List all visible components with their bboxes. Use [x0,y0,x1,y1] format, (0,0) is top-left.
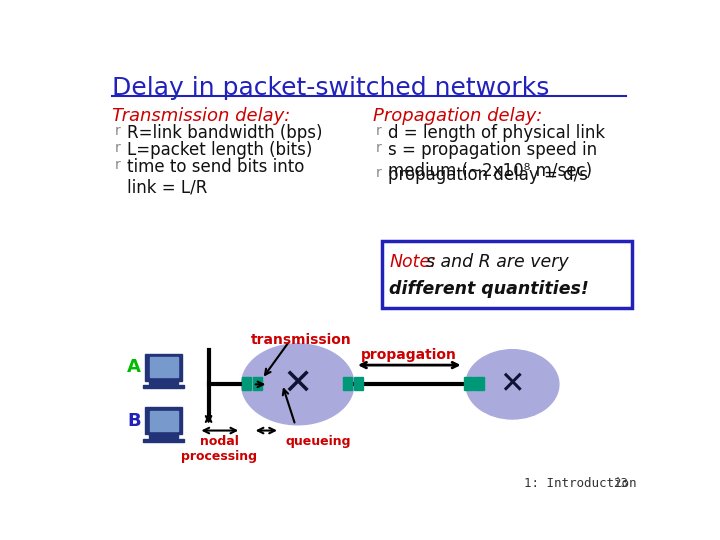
Bar [143,439,184,442]
Text: propagation delay = d/s: propagation delay = d/s [388,166,588,184]
Text: Delay in packet-switched networks: Delay in packet-switched networks [112,76,549,100]
Text: A: A [127,357,141,376]
Text: R=link bandwidth (bps): R=link bandwidth (bps) [127,124,323,142]
Bar [149,434,179,438]
FancyBboxPatch shape [382,241,631,308]
Text: Propagation delay:: Propagation delay: [373,107,542,125]
Bar [464,377,473,390]
Text: r: r [376,166,382,180]
Text: 23: 23 [613,477,629,490]
Text: ✕: ✕ [500,370,525,399]
Text: r: r [114,124,120,138]
Text: L=packet length (bits): L=packet length (bits) [127,141,312,159]
Text: Note:: Note: [389,253,436,271]
Bar [145,408,182,434]
Bar [474,377,484,390]
Ellipse shape [466,350,559,419]
Bar [143,385,184,388]
Text: r: r [114,141,120,155]
Bar [145,354,182,381]
Text: ✕: ✕ [282,367,312,401]
Ellipse shape [241,344,354,425]
Text: Transmission delay:: Transmission delay: [112,107,290,125]
Bar [343,377,352,390]
Bar [354,377,363,390]
Text: time to send bits into
link = L/R: time to send bits into link = L/R [127,158,305,197]
Text: s = propagation speed in
medium (~2x10⁸ m/sec): s = propagation speed in medium (~2x10⁸ … [388,141,598,180]
Text: s and R are very: s and R are very [426,253,569,271]
Bar [149,381,179,384]
Bar [150,411,178,431]
Text: transmission: transmission [251,333,351,347]
Text: different quantities!: different quantities! [389,280,589,299]
Text: r: r [376,124,382,138]
Text: r: r [376,141,382,155]
Bar [253,377,262,390]
Text: 1: Introduction: 1: Introduction [524,477,636,490]
Text: r: r [114,158,120,172]
Bar [242,377,251,390]
Text: B: B [127,411,141,429]
Text: queueing: queueing [286,435,351,448]
Text: propagation: propagation [361,348,457,362]
Text: d = length of physical link: d = length of physical link [388,124,606,142]
Text: nodal
processing: nodal processing [181,435,258,463]
Bar [150,357,178,377]
